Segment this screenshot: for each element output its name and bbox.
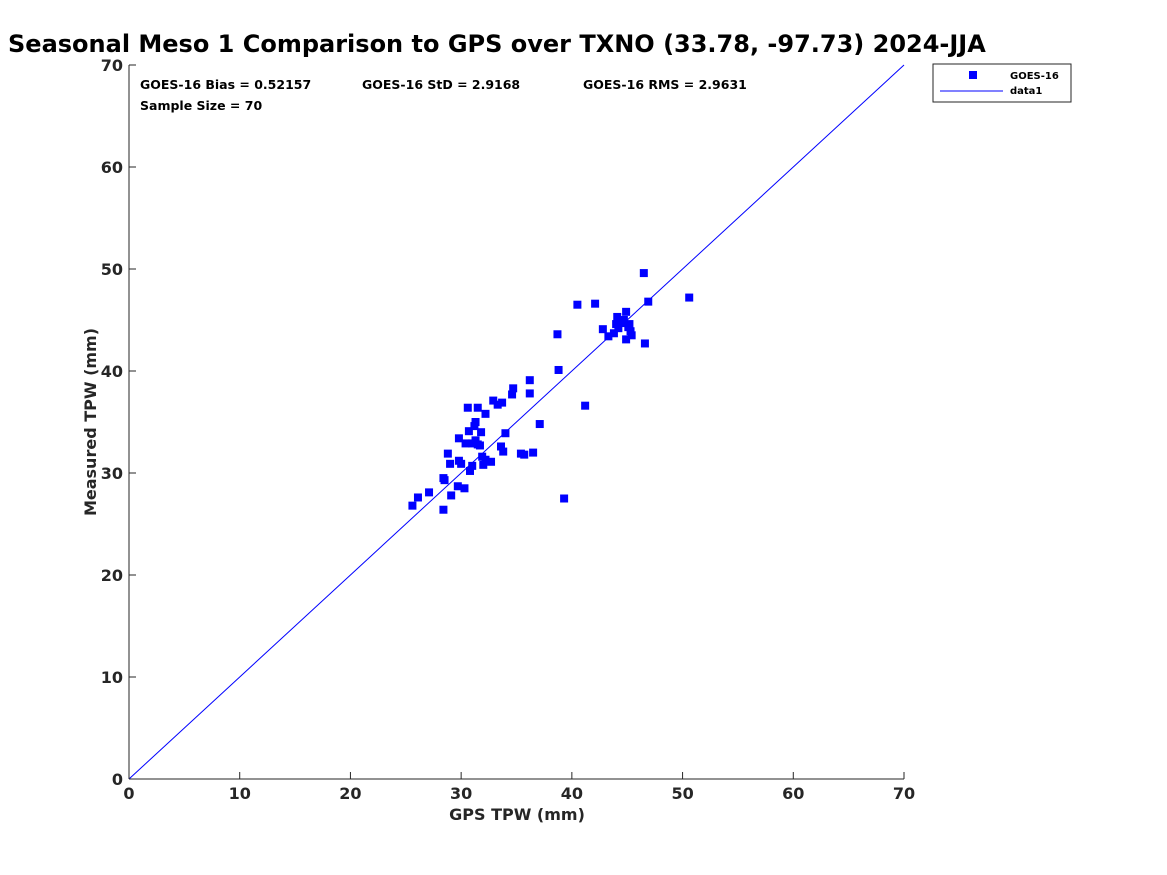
x-tick-label: 10: [229, 784, 251, 803]
data-point: [525, 389, 534, 398]
data-point: [464, 427, 473, 436]
data-point: [508, 390, 517, 399]
data-point: [471, 418, 480, 426]
data-point: [440, 476, 449, 485]
data-point: [685, 293, 694, 302]
bias-annotation: GOES-16 Bias = 0.52157: [140, 77, 311, 92]
y-tick-label: 60: [101, 158, 123, 177]
y-tick-label: 40: [101, 362, 123, 381]
data-point: [446, 459, 455, 468]
data-point: [560, 494, 569, 503]
x-axis-label: GPS TPW (mm): [449, 805, 585, 824]
data-point: [498, 398, 507, 407]
data-point: [481, 455, 490, 464]
data-point: [499, 447, 508, 456]
legend-box: [932, 63, 1072, 103]
y-tick-label: 10: [101, 668, 123, 687]
data-point: [457, 459, 466, 468]
data-point: [573, 300, 582, 309]
legend-label-data1: data1: [1010, 86, 1042, 97]
data-point: [471, 436, 480, 445]
data-point: [454, 434, 463, 443]
x-tick-label: 0: [123, 784, 134, 803]
data-point: [598, 325, 607, 334]
data-point: [439, 505, 448, 514]
y-tick-label: 70: [101, 56, 123, 75]
data-point: [535, 420, 544, 429]
y-tick-label: 20: [101, 566, 123, 585]
data-point: [481, 409, 490, 418]
data-point: [644, 297, 653, 306]
data-point: [470, 422, 479, 431]
data-point: [581, 401, 590, 410]
data-point: [461, 439, 470, 448]
data-point: [475, 441, 484, 450]
data-point: [525, 376, 534, 385]
data-point: [520, 450, 529, 459]
data-point: [509, 384, 518, 393]
one-to-one-line: [128, 64, 905, 780]
y-axis: 0 10 20 30 40 50 60 70: [101, 56, 136, 789]
data-point: [489, 396, 498, 405]
legend-label-goes16: GOES-16: [1010, 71, 1059, 82]
x-tick-label: 60: [782, 784, 804, 803]
rms-annotation: GOES-16 RMS = 2.9631: [583, 77, 747, 92]
data-point: [487, 457, 496, 466]
data-point: [604, 332, 613, 341]
data-point: [622, 335, 631, 344]
x-tick-label: 40: [561, 784, 583, 803]
x-tick-label: 50: [671, 784, 693, 803]
plot-area: [128, 64, 905, 780]
legend: GOES-16 data1: [932, 63, 1072, 103]
data-point: [529, 448, 538, 457]
data-point: [640, 339, 649, 348]
data-point: [468, 461, 477, 470]
data-point: [453, 482, 462, 491]
data-point: [627, 331, 636, 340]
data-point: [626, 327, 635, 336]
y-tick-label: 30: [101, 464, 123, 483]
data-point: [477, 428, 486, 437]
y-tick-label: 50: [101, 260, 123, 279]
data-point: [554, 365, 563, 374]
data-point: [591, 299, 600, 308]
x-tick-label: 70: [893, 784, 915, 803]
data-point: [619, 316, 628, 324]
data-point: [460, 484, 469, 493]
data-point: [613, 312, 622, 321]
data-point: [479, 460, 488, 469]
data-point: [614, 324, 623, 333]
data-point: [443, 449, 452, 458]
data-point: [622, 307, 631, 316]
data-point: [553, 330, 562, 339]
data-point: [493, 400, 502, 409]
x-tick-label: 20: [339, 784, 361, 803]
data-point: [639, 269, 648, 278]
y-axis-label: Measured TPW (mm): [81, 328, 100, 516]
x-axis: 0 10 20 30 40 50 60 70: [123, 772, 915, 803]
chart-title: Seasonal Meso 1 Comparison to GPS over T…: [8, 30, 986, 58]
data-point: [625, 320, 634, 329]
data-point: [609, 329, 618, 338]
data-point: [463, 403, 472, 412]
data-point: [501, 429, 510, 438]
data-point: [466, 466, 474, 475]
sample-size-annotation: Sample Size = 70: [140, 98, 262, 113]
data-point: [447, 491, 456, 500]
data-point: [497, 442, 505, 451]
data-point: [425, 488, 434, 497]
legend-marker-goes16: [969, 71, 977, 79]
data-point: [408, 501, 417, 510]
y-tick-label: 0: [112, 770, 123, 789]
data-point: [413, 493, 422, 502]
std-annotation: GOES-16 StD = 2.9168: [362, 77, 520, 92]
data-point: [473, 403, 482, 412]
data-point: [612, 320, 621, 329]
x-tick-label: 30: [450, 784, 472, 803]
